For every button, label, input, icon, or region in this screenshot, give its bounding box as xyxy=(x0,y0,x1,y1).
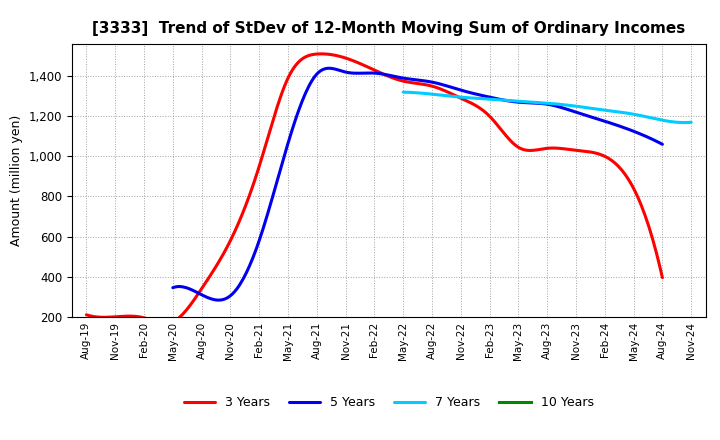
3 Years xyxy=(84,313,93,318)
7 Years xyxy=(660,118,669,123)
Line: 7 Years: 7 Years xyxy=(403,92,691,123)
3 Years xyxy=(317,51,325,56)
5 Years xyxy=(658,142,667,147)
Line: 5 Years: 5 Years xyxy=(173,68,662,300)
5 Years xyxy=(324,66,333,71)
3 Years xyxy=(427,83,436,88)
3 Years xyxy=(429,84,438,89)
Line: 3 Years: 3 Years xyxy=(86,54,662,323)
5 Years xyxy=(472,92,480,97)
7 Years xyxy=(680,120,689,125)
5 Years xyxy=(616,124,624,129)
7 Years xyxy=(575,104,584,109)
5 Years xyxy=(462,89,470,94)
7 Years xyxy=(570,103,578,109)
3 Years xyxy=(161,321,170,326)
3 Years xyxy=(82,312,91,317)
5 Years xyxy=(463,89,472,95)
7 Years xyxy=(400,89,408,95)
Legend: 3 Years, 5 Years, 7 Years, 10 Years: 3 Years, 5 Years, 7 Years, 10 Years xyxy=(179,391,598,414)
Title: [3333]  Trend of StDev of 12-Month Moving Sum of Ordinary Incomes: [3333] Trend of StDev of 12-Month Moving… xyxy=(92,21,685,36)
3 Years xyxy=(658,275,667,280)
3 Years xyxy=(438,87,447,92)
7 Years xyxy=(642,114,650,119)
3 Years xyxy=(572,148,580,153)
7 Years xyxy=(687,120,696,125)
7 Years xyxy=(399,89,408,95)
5 Years xyxy=(168,285,177,290)
5 Years xyxy=(215,297,223,303)
3 Years xyxy=(608,158,616,164)
Y-axis label: Amount (million yen): Amount (million yen) xyxy=(10,115,23,246)
5 Years xyxy=(585,114,593,119)
7 Years xyxy=(570,103,579,109)
5 Years xyxy=(170,285,179,290)
